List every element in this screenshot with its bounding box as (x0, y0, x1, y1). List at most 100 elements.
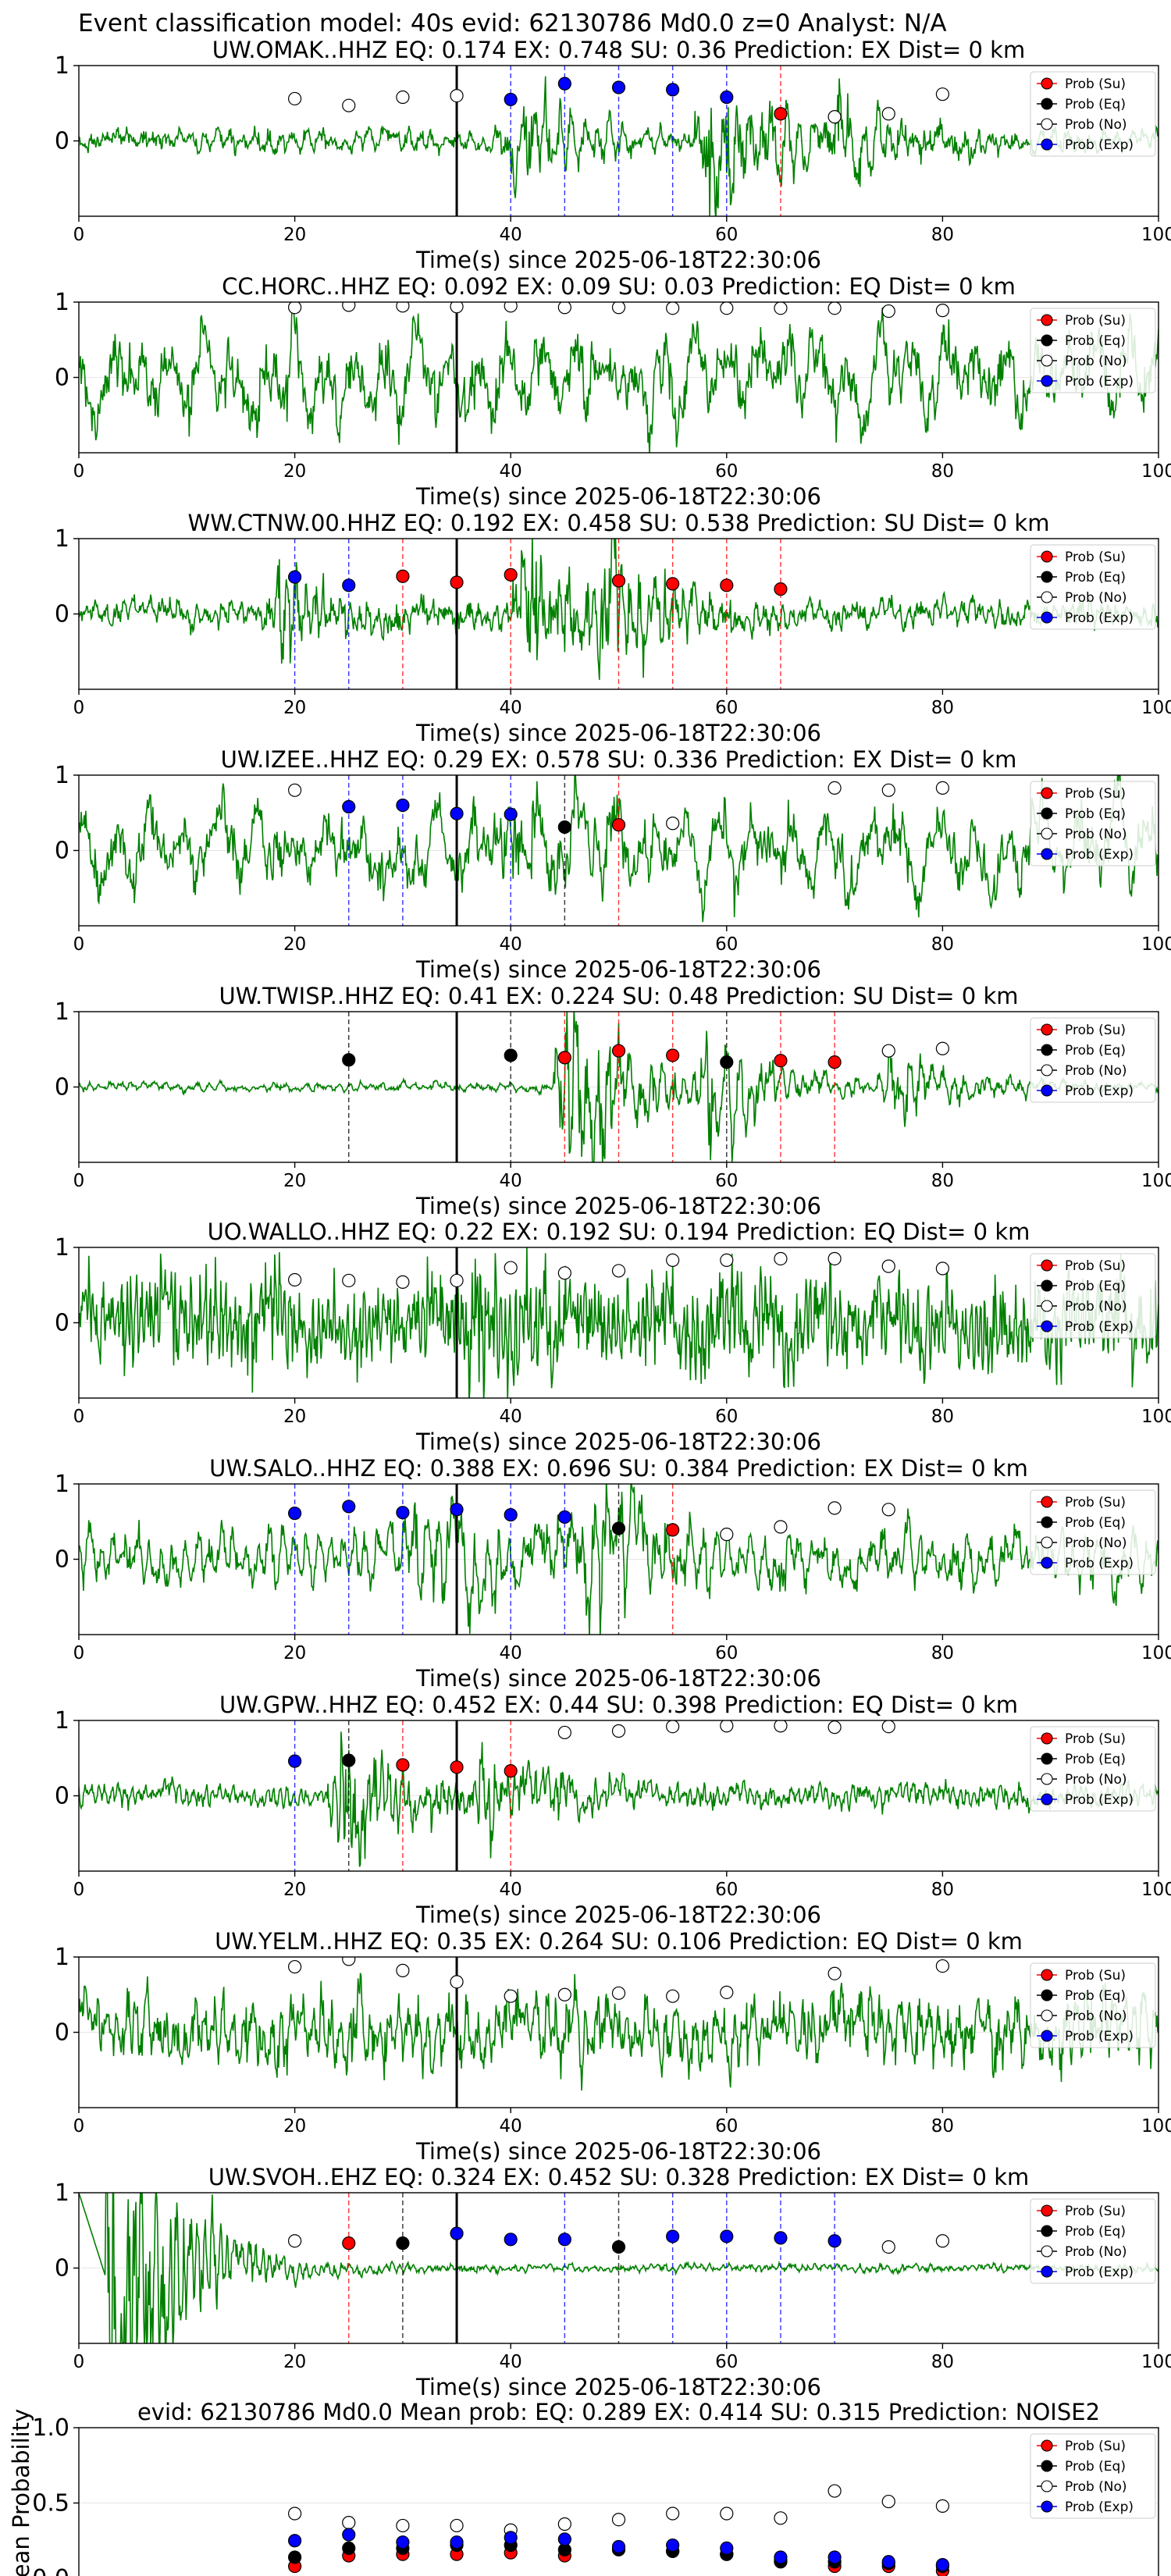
x-tick-label: 60 (715, 1643, 738, 1663)
prob-point-no (342, 1957, 356, 1966)
legend-label-no: Prob (No) (1065, 1535, 1127, 1551)
legend-label-exp: Prob (Exp) (1065, 2029, 1134, 2044)
y-tick-label: 0 (55, 1074, 69, 1101)
legend-label-exp: Prob (Exp) (1065, 1556, 1134, 1571)
y-tick-label: 1 (55, 1707, 69, 1735)
legend: Prob (Su) Prob (Eq) Prob (No) Prob (Exp) (1030, 1489, 1156, 1575)
x-tick-label: 100 (1141, 1880, 1171, 1900)
prob-point-no (288, 783, 302, 797)
prob-point-su (720, 578, 734, 592)
prob-point-su (666, 1048, 680, 1062)
waveform-trace (79, 1973, 1159, 2091)
x-tick-label: 100 (1141, 225, 1171, 245)
x-tick-label: 80 (931, 1643, 954, 1663)
prob-point-no (611, 302, 626, 315)
prob-point-su (611, 574, 626, 588)
prob-point-exp (396, 1506, 410, 1520)
prob-point-no (557, 2517, 571, 2532)
legend-marker-su (1041, 2204, 1053, 2217)
x-tick-label: 20 (283, 698, 306, 718)
x-axis-label: Time(s) since 2025-06-18T22:30:06 (415, 2138, 821, 2165)
prob-point-eq (557, 820, 571, 834)
subplot-title: UW.GPW..HHZ EQ: 0.452 EX: 0.44 SU: 0.398… (219, 1692, 1018, 1718)
legend-label-no: Prob (No) (1065, 1063, 1127, 1079)
prob-point-no (720, 1985, 734, 1999)
prob-point-no (557, 1266, 571, 1280)
x-tick-label: 40 (500, 1171, 522, 1191)
y-tick-label: 0 (55, 128, 69, 155)
legend-marker-no (1041, 827, 1053, 840)
legend-label-exp: Prob (Exp) (1065, 847, 1134, 863)
prob-point-su (342, 2236, 356, 2250)
subplot-6: UO.WALLO..HHZ EQ: 0.22 EX: 0.192 SU: 0.1… (55, 1219, 1171, 1455)
legend-label-su: Prob (Su) (1065, 76, 1126, 92)
legend-label-no: Prob (No) (1065, 590, 1127, 606)
y-tick-label: 1 (55, 289, 69, 316)
x-axis-label: Time(s) since 2025-06-18T22:30:06 (415, 1193, 821, 1219)
x-axis-label: Time(s) since 2025-06-18T22:30:06 (415, 1429, 821, 1455)
waveform-trace (79, 1247, 1159, 1398)
legend-marker-eq (1041, 571, 1053, 583)
legend-marker-su (1041, 1259, 1053, 1272)
subplot-5: UW.TWISP..HHZ EQ: 0.41 EX: 0.224 SU: 0.4… (55, 983, 1171, 1219)
prob-point-no (611, 2513, 626, 2527)
legend-label-eq: Prob (Eq) (1065, 2224, 1126, 2240)
prob-point-exp (504, 2531, 518, 2545)
legend-label-exp: Prob (Exp) (1065, 137, 1134, 153)
legend-marker-eq (1041, 1044, 1053, 1056)
subplot-2: CC.HORC..HHZ EQ: 0.092 EX: 0.09 SU: 0.03… (55, 273, 1171, 510)
legend-marker-su (1041, 2439, 1053, 2452)
x-tick-label: 60 (715, 1171, 738, 1191)
y-tick-label: 1 (55, 998, 69, 1026)
x-tick-label: 60 (715, 2352, 738, 2372)
prob-point-exp (342, 2528, 356, 2542)
prob-point-su (557, 1051, 571, 1065)
prob-point-no (881, 107, 895, 121)
legend: Prob (Su) Prob (Eq) Prob (No) Prob (Exp) (1030, 781, 1156, 866)
prob-point-no (935, 1959, 950, 1973)
legend-label-exp: Prob (Exp) (1065, 2500, 1134, 2515)
legend-marker-eq (1041, 807, 1053, 820)
prob-point-exp (288, 570, 302, 584)
prob-point-no (720, 1528, 734, 1542)
prob-point-no (935, 2234, 950, 2248)
legend-marker-su (1041, 1732, 1053, 1745)
subplot-1: UW.OMAK..HHZ EQ: 0.174 EX: 0.748 SU: 0.3… (55, 37, 1171, 273)
x-tick-label: 0 (73, 225, 85, 245)
legend-label-su: Prob (Su) (1065, 1023, 1126, 1038)
plot-area (79, 775, 1159, 926)
legend-marker-eq (1041, 1279, 1053, 1292)
plot-area (79, 2428, 1159, 2576)
prob-point-no (557, 1725, 571, 1740)
prob-point-no (666, 2507, 680, 2521)
legend-marker-su (1041, 550, 1053, 563)
legend-marker-exp (1041, 1084, 1053, 1097)
x-axis-label: Time(s) since 2025-06-18T22:30:06 (415, 483, 821, 510)
legend-label-su: Prob (Su) (1065, 2204, 1126, 2219)
legend-marker-exp (1041, 138, 1053, 151)
x-tick-label: 100 (1141, 934, 1171, 955)
prob-point-no (396, 302, 410, 313)
legend-marker-no (1041, 1536, 1053, 1549)
x-tick-label: 60 (715, 934, 738, 955)
prob-point-exp (881, 2555, 895, 2569)
prob-point-exp (611, 80, 626, 94)
prob-point-su (828, 1055, 842, 1069)
y-tick-label: 1 (55, 2179, 69, 2207)
prob-point-no (666, 1253, 680, 1268)
x-tick-label: 40 (500, 225, 522, 245)
x-tick-label: 0 (73, 2352, 85, 2372)
prob-point-exp (396, 2535, 410, 2549)
legend-box (1030, 2433, 1156, 2519)
subplot-title: UW.OMAK..HHZ EQ: 0.174 EX: 0.748 SU: 0.3… (212, 37, 1025, 63)
prob-point-no (557, 1987, 571, 2001)
prob-point-su (774, 582, 788, 596)
plot-area (79, 1247, 1159, 1398)
prob-point-no (288, 91, 302, 106)
prob-point-no (720, 1720, 734, 1733)
subplot-title: UO.WALLO..HHZ EQ: 0.22 EX: 0.192 SU: 0.1… (208, 1219, 1030, 1245)
x-tick-label: 0 (73, 934, 85, 955)
prob-point-exp (450, 806, 464, 820)
x-tick-label: 20 (283, 2116, 306, 2137)
y-tick-label: 1 (55, 52, 69, 80)
